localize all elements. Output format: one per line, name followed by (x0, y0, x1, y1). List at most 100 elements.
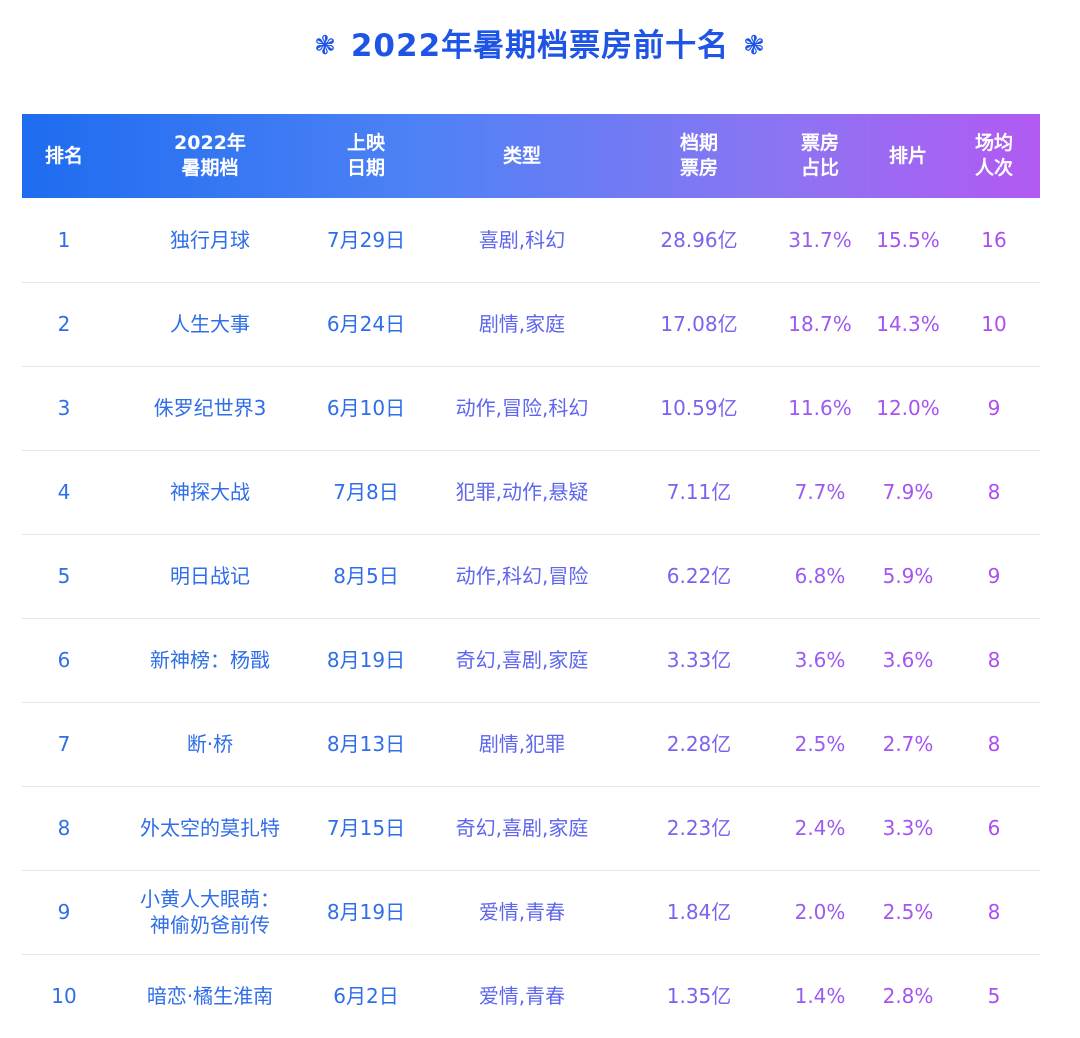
cell-film: 侏罗纪世界3 (106, 365, 314, 450)
table-row: 6 新神榜：杨戬 8月19日 奇幻,喜剧,家庭 3.33亿 3.6% 3.6% 8 (22, 617, 1040, 702)
cell-avg-attendance: 8 (948, 869, 1040, 954)
table-row: 8 外太空的莫扎特 7月15日 奇幻,喜剧,家庭 2.23亿 2.4% 3.3% 6 (22, 785, 1040, 870)
header-rank: 排名 (44, 144, 83, 167)
table-header: 排名 2022年 暑期档 上映 日期 类型 档期 票房 票房 占比 排片 场均 … (22, 114, 1040, 198)
cell-genre: 动作,科幻,冒险 (418, 533, 626, 618)
cell-screening: 2.5% (868, 869, 948, 954)
cell-genre: 爱情,青春 (418, 869, 626, 954)
cell-film: 明日战记 (106, 533, 314, 618)
cell-rank: 1 (57, 227, 71, 252)
cell-rank: 6 (22, 617, 106, 702)
cell-rank: 3 (22, 365, 106, 450)
cell-genre: 奇幻,喜剧,家庭 (418, 617, 626, 702)
cell-rank: 4 (22, 449, 106, 534)
cell-genre: 爱情,青春 (418, 953, 626, 1038)
cell-box-office: 3.33亿 (626, 617, 772, 702)
cell-release-date: 7月29日 (326, 227, 406, 252)
cell-rank: 5 (22, 533, 106, 618)
cell-release-date: 6月2日 (314, 953, 418, 1038)
header-avg-attendance: 场均 人次 (974, 132, 1013, 179)
cell-box-office: 2.23亿 (626, 785, 772, 870)
cell-film: 神探大战 (106, 449, 314, 534)
cell-screening: 5.9% (868, 533, 948, 618)
cell-box-office: 1.84亿 (626, 869, 772, 954)
cell-share: 11.6% (772, 365, 868, 450)
cell-film: 暗恋·橘生淮南 (106, 953, 314, 1038)
cell-genre: 剧情,家庭 (418, 281, 626, 366)
cell-avg-attendance: 16 (981, 227, 1007, 252)
cell-release-date: 7月15日 (314, 785, 418, 870)
title-text: 2022年暑期档票房前十名 (350, 28, 730, 64)
cell-genre: 喜剧,科幻 (478, 227, 566, 252)
cell-box-office: 17.08亿 (626, 281, 772, 366)
header-screening: 排片 (888, 144, 927, 167)
cell-rank: 7 (22, 701, 106, 786)
cell-rank: 2 (22, 281, 106, 366)
cell-film: 外太空的莫扎特 (106, 785, 314, 870)
cell-genre: 奇幻,喜剧,家庭 (418, 785, 626, 870)
cell-box-office: 28.96亿 (660, 227, 738, 252)
cell-avg-attendance: 9 (948, 365, 1040, 450)
header-share: 票房 占比 (800, 132, 839, 179)
cell-film: 独行月球 (170, 227, 250, 252)
cell-share: 2.0% (772, 869, 868, 954)
cell-avg-attendance: 8 (948, 701, 1040, 786)
cell-share: 6.8% (772, 533, 868, 618)
cell-box-office: 7.11亿 (626, 449, 772, 534)
table-row: 1 独行月球 7月29日 喜剧,科幻 28.96亿 31.7% 15.5% 16 (22, 198, 1040, 282)
cell-screening: 14.3% (868, 281, 948, 366)
cell-screening: 7.9% (868, 449, 948, 534)
cell-genre: 犯罪,动作,悬疑 (418, 449, 626, 534)
table-row: 9 小黄人大眼萌： 神偷奶爸前传 8月19日 爱情,青春 1.84亿 2.0% 2.5% 8 (22, 869, 1040, 954)
cell-share: 3.6% (772, 617, 868, 702)
cell-avg-attendance: 8 (948, 617, 1040, 702)
cell-share: 18.7% (772, 281, 868, 366)
table-row: 4 神探大战 7月8日 犯罪,动作,悬疑 7.11亿 7.7% 7.9% 8 (22, 449, 1040, 534)
cell-screening: 3.3% (868, 785, 948, 870)
cell-release-date: 8月13日 (314, 701, 418, 786)
cell-share: 31.7% (788, 227, 852, 252)
flower-icon: ❃ (743, 31, 766, 61)
cell-screening: 2.7% (868, 701, 948, 786)
header-release-date: 上映 日期 (346, 132, 385, 179)
cell-box-office: 10.59亿 (626, 365, 772, 450)
cell-release-date: 7月8日 (314, 449, 418, 534)
cell-avg-attendance: 10 (948, 281, 1040, 366)
ranking-table: 排名 2022年 暑期档 上映 日期 类型 档期 票房 票房 占比 排片 场均 … (22, 114, 1040, 1038)
table-body: 1 独行月球 7月29日 喜剧,科幻 28.96亿 31.7% 15.5% 16 2 人生大事 6月… (22, 198, 1040, 1038)
cell-box-office: 6.22亿 (626, 533, 772, 618)
cell-release-date: 8月19日 (314, 869, 418, 954)
cell-avg-attendance: 9 (948, 533, 1040, 618)
flower-icon: ❃ (314, 31, 337, 61)
cell-film: 断·桥 (106, 701, 314, 786)
cell-rank: 9 (22, 869, 106, 954)
cell-film: 人生大事 (106, 281, 314, 366)
cell-avg-attendance: 8 (948, 449, 1040, 534)
cell-box-office: 2.28亿 (626, 701, 772, 786)
cell-avg-attendance: 5 (948, 953, 1040, 1038)
cell-rank: 10 (22, 953, 106, 1038)
cell-screening: 3.6% (868, 617, 948, 702)
cell-film: 小黄人大眼萌： 神偷奶爸前传 (106, 869, 314, 954)
header-box-office: 档期 票房 (679, 132, 718, 179)
cell-genre: 剧情,犯罪 (418, 701, 626, 786)
cell-share: 2.4% (772, 785, 868, 870)
cell-screening: 12.0% (868, 365, 948, 450)
cell-share: 1.4% (772, 953, 868, 1038)
table-row: 7 断·桥 8月13日 剧情,犯罪 2.28亿 2.5% 2.7% 8 (22, 701, 1040, 786)
header-film: 2022年 暑期档 (174, 132, 246, 179)
cell-release-date: 6月24日 (314, 281, 418, 366)
cell-genre: 动作,冒险,科幻 (418, 365, 626, 450)
table-row: 3 侏罗纪世界3 6月10日 动作,冒险,科幻 10.59亿 11.6% 12.0% 9 (22, 365, 1040, 450)
cell-film: 新神榜：杨戬 (106, 617, 314, 702)
page-title: ❃ 2022年暑期档票房前十名 ❃ (0, 22, 1080, 70)
header-genre: 类型 (502, 144, 541, 167)
cell-box-office: 1.35亿 (626, 953, 772, 1038)
cell-avg-attendance: 6 (948, 785, 1040, 870)
cell-release-date: 6月10日 (314, 365, 418, 450)
table-row: 10 暗恋·橘生淮南 6月2日 爱情,青春 1.35亿 1.4% 2.8% 5 (22, 953, 1040, 1038)
cell-release-date: 8月19日 (314, 617, 418, 702)
cell-rank: 8 (22, 785, 106, 870)
table-row: 5 明日战记 8月5日 动作,科幻,冒险 6.22亿 6.8% 5.9% 9 (22, 533, 1040, 618)
cell-share: 2.5% (772, 701, 868, 786)
